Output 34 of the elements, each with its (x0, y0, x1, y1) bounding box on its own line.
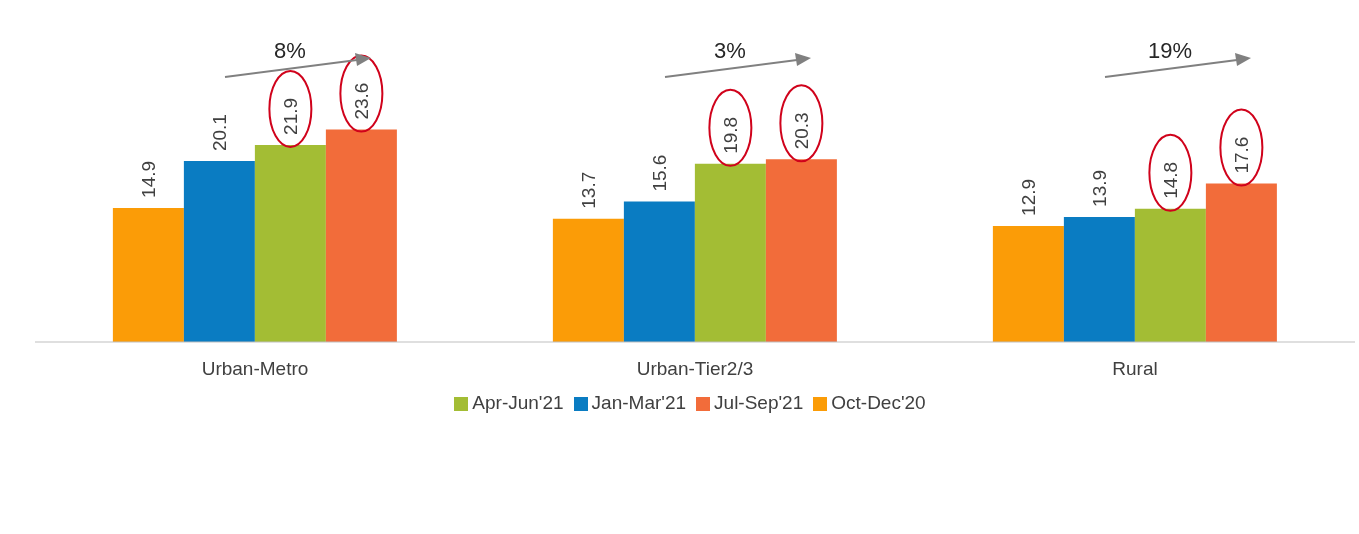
bar (552, 218, 624, 342)
bar (254, 144, 326, 342)
text: 19% (1147, 38, 1193, 63)
legend-label: Jul-Sep'21 (714, 392, 804, 413)
bar (112, 207, 184, 342)
x-tick-label: Urban-Metro (201, 358, 309, 380)
data-label: 14.8 (1160, 161, 1182, 199)
data-label: 17.6 (1231, 136, 1253, 174)
bar (694, 163, 766, 342)
x-tick-label: Rural (1112, 358, 1158, 380)
bar (623, 201, 695, 342)
data-label: 20.3 (791, 112, 813, 150)
data-label: 15.6 (649, 154, 671, 192)
legend-label: Oct-Dec'20 (831, 392, 926, 413)
text: 3% (714, 38, 746, 63)
data-label: 14.9 (138, 160, 160, 198)
text: 8% (274, 38, 306, 63)
bar (992, 225, 1064, 342)
data-label: 19.8 (720, 116, 742, 154)
x-tick-label: Urban-Tier2/3 (636, 358, 754, 380)
legend-label: Jan-Mar'21 (591, 392, 687, 413)
data-label: 13.9 (1089, 169, 1111, 207)
data-label: 21.9 (280, 97, 302, 135)
legend-label: Apr-Jun'21 (472, 392, 564, 413)
bar (1063, 216, 1135, 342)
bar (1134, 208, 1206, 342)
data-label: 23.6 (351, 82, 373, 120)
data-label: 12.9 (1018, 178, 1040, 216)
bar (1205, 183, 1277, 342)
bar (765, 159, 837, 342)
bar (325, 129, 397, 342)
data-label: 13.7 (578, 171, 600, 209)
data-label: 20.1 (209, 114, 231, 152)
bar (183, 161, 255, 342)
